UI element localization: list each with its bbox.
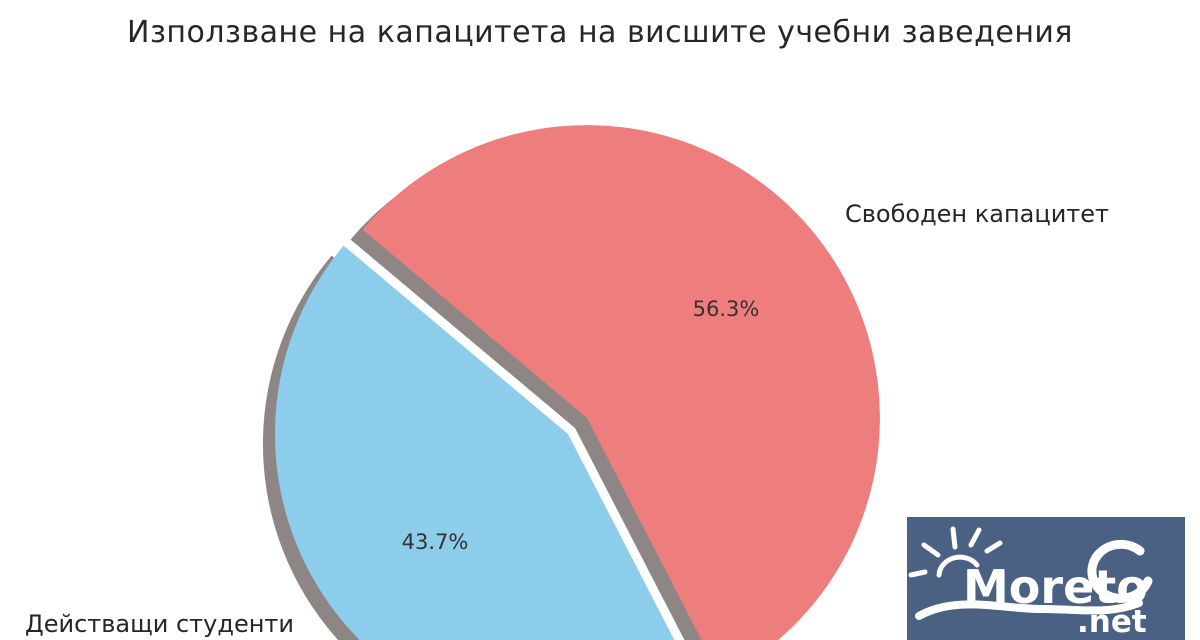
wave-icon	[915, 599, 1143, 620]
watermark-logo: Moreto .net	[907, 517, 1185, 640]
sun-icon	[908, 526, 1003, 578]
pie-slice-free-capacity	[362, 125, 880, 640]
watermark-suffix-text: .net	[1077, 604, 1147, 640]
slice-label-free-capacity: Свободен капацитет	[845, 200, 1110, 228]
slice-label-active-students: Действащи студенти	[25, 610, 294, 638]
pie-slice-active-students	[275, 245, 675, 640]
pct-label-active-students: 43.7%	[401, 530, 469, 554]
pct-label-free-capacity: 56.3%	[692, 297, 760, 321]
swoosh-icon	[1087, 539, 1153, 603]
chart-title: Използване на капацитета на висшите учеб…	[127, 15, 1073, 50]
